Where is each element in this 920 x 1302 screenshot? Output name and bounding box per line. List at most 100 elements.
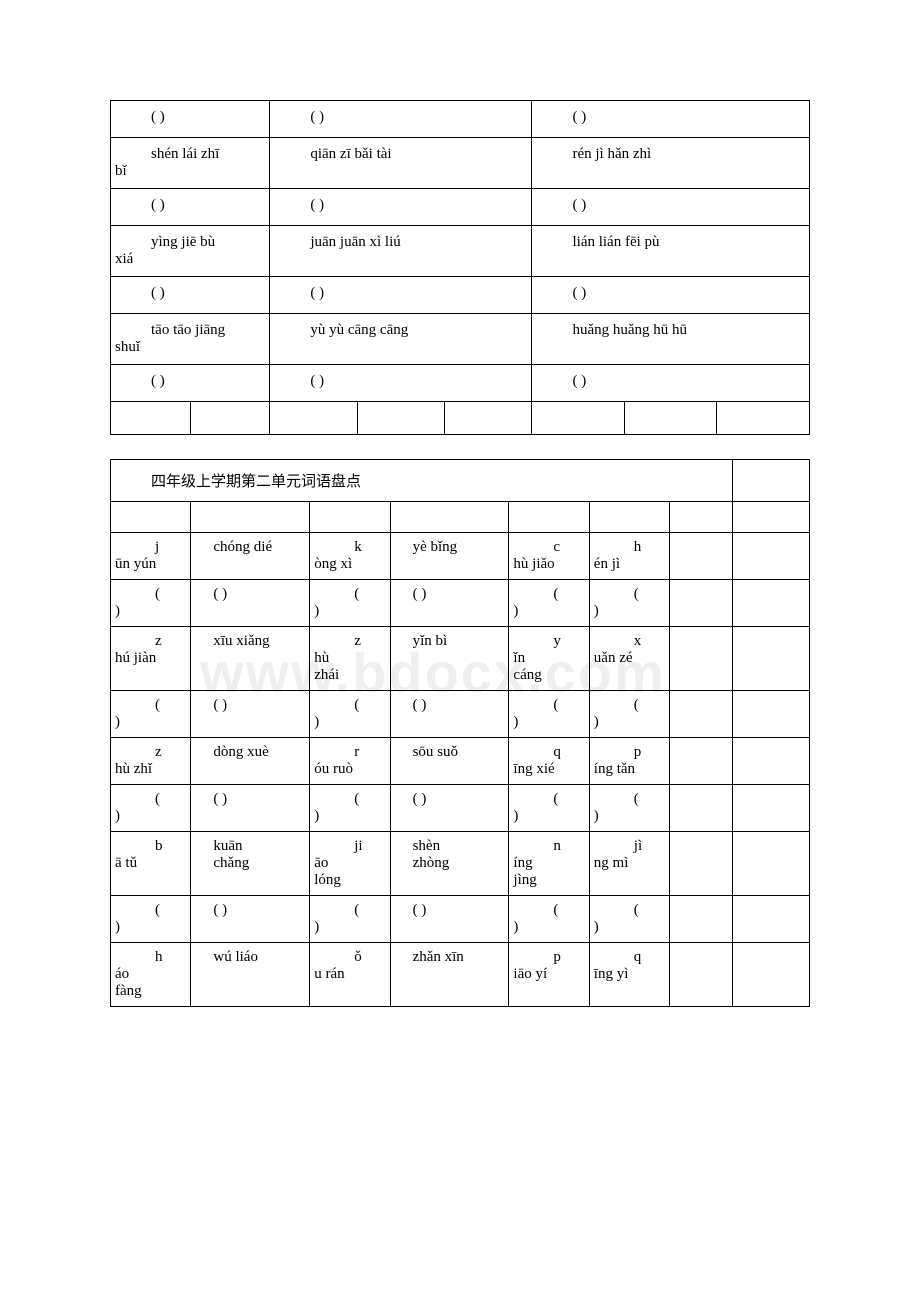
table-row: () ( ) () ( ) () () xyxy=(111,691,810,738)
empty-cell xyxy=(111,502,191,533)
pinyin-cell: shènzhòng xyxy=(390,832,509,896)
empty-cell xyxy=(111,402,191,435)
table-row: ( ) ( ) ( ) xyxy=(111,189,810,226)
pinyin-cell: hén jì xyxy=(589,533,669,580)
empty-cell xyxy=(670,502,733,533)
empty-cell xyxy=(670,627,733,691)
pinyin-cell: níngjìng xyxy=(509,832,589,896)
blank-cell: ( ) xyxy=(191,896,310,943)
table-row: ( ) ( ) ( ) xyxy=(111,365,810,402)
blank-cell: () xyxy=(589,896,669,943)
pinyin-cell: jìng mì xyxy=(589,832,669,896)
empty-cell xyxy=(733,785,810,832)
empty-cell xyxy=(532,402,624,435)
empty-cell xyxy=(733,896,810,943)
blank-cell: () xyxy=(509,580,589,627)
pinyin-cell: rén jì hǎn zhì xyxy=(532,138,810,189)
blank-cell: ( ) xyxy=(111,101,270,138)
blank-cell: ( ) xyxy=(390,691,509,738)
empty-cell xyxy=(624,402,716,435)
blank-cell: () xyxy=(310,580,390,627)
empty-cell xyxy=(733,502,810,533)
pinyin-cell: zhùzhái xyxy=(310,627,390,691)
blank-cell: ( ) xyxy=(111,365,270,402)
pinyin-cell: háofàng xyxy=(111,943,191,1007)
pinyin-cell: ǒu rán xyxy=(310,943,390,1007)
pinyin-cell: yǐncáng xyxy=(509,627,589,691)
blank-cell: ( ) xyxy=(191,691,310,738)
table-row: () ( ) () ( ) () () xyxy=(111,580,810,627)
pinyin-cell: chóng dié xyxy=(191,533,310,580)
pinyin-cell: kòng xì xyxy=(310,533,390,580)
blank-cell: ( ) xyxy=(270,189,532,226)
empty-cell xyxy=(191,502,310,533)
table-row: zhú jiàn xīu xiǎng zhùzhái yǐn bì yǐncán… xyxy=(111,627,810,691)
empty-cell xyxy=(670,580,733,627)
pinyin-cell: qīng yì xyxy=(589,943,669,1007)
empty-cell xyxy=(733,691,810,738)
blank-cell: () xyxy=(310,896,390,943)
vocab-table-2: 四年级上学期第二单元词语盘点 jūn yún chóng dié kòng xì… xyxy=(110,459,810,1007)
blank-cell: ( ) xyxy=(111,277,270,314)
table-row: zhù zhǐ dòng xuè róu ruò sōu suǒ qīng xi… xyxy=(111,738,810,785)
table-row: jūn yún chóng dié kòng xì yè bǐng chù ji… xyxy=(111,533,810,580)
blank-cell: () xyxy=(310,785,390,832)
pinyin-cell: dòng xuè xyxy=(191,738,310,785)
pinyin-cell: wú liáo xyxy=(191,943,310,1007)
blank-cell: ( ) xyxy=(191,580,310,627)
blank-cell: () xyxy=(111,691,191,738)
empty-cell xyxy=(670,896,733,943)
empty-cell xyxy=(717,402,810,435)
empty-cell xyxy=(733,943,810,1007)
pinyin-cell: juān juān xì liú xyxy=(270,226,532,277)
pinyin-cell: píng tǎn xyxy=(589,738,669,785)
vocab-table-1: ( ) ( ) ( ) shén lái zhībǐ qiān zī bǎi t… xyxy=(110,100,810,402)
blank-cell: () xyxy=(509,896,589,943)
table-row xyxy=(111,502,810,533)
blank-cell: ( ) xyxy=(270,277,532,314)
blank-cell: () xyxy=(509,691,589,738)
pinyin-cell: róu ruò xyxy=(310,738,390,785)
table-row: háofàng wú liáo ǒu rán zhǎn xīn piāo yí … xyxy=(111,943,810,1007)
empty-cell xyxy=(670,533,733,580)
empty-cell xyxy=(733,460,810,502)
table-row: shén lái zhībǐ qiān zī bǎi tài rén jì hǎ… xyxy=(111,138,810,189)
blank-cell: ( ) xyxy=(270,365,532,402)
pinyin-cell: zhú jiàn xyxy=(111,627,191,691)
empty-cell xyxy=(509,502,589,533)
table-row: tāo tāo jiāngshuǐ yù yù cāng cāng huǎng … xyxy=(111,314,810,365)
empty-cell xyxy=(390,502,509,533)
blank-cell: () xyxy=(111,896,191,943)
empty-cell xyxy=(670,691,733,738)
empty-cell xyxy=(270,402,357,435)
empty-cell xyxy=(310,502,390,533)
pinyin-cell: xuǎn zé xyxy=(589,627,669,691)
pinyin-cell: zhù zhǐ xyxy=(111,738,191,785)
table-row: yìng jiē bùxiá juān juān xì liú lián liá… xyxy=(111,226,810,277)
pinyin-cell: lián lián fēi pù xyxy=(532,226,810,277)
blank-cell: () xyxy=(111,785,191,832)
blank-cell: ( ) xyxy=(532,101,810,138)
blank-cell: () xyxy=(589,691,669,738)
blank-cell: ( ) xyxy=(532,277,810,314)
empty-cell xyxy=(670,943,733,1007)
pinyin-cell: sōu suǒ xyxy=(390,738,509,785)
pinyin-cell: xīu xiǎng xyxy=(191,627,310,691)
pinyin-cell: shén lái zhībǐ xyxy=(111,138,270,189)
pinyin-cell: qīng xié xyxy=(509,738,589,785)
pinyin-cell: yù yù cāng cāng xyxy=(270,314,532,365)
pinyin-cell: piāo yí xyxy=(509,943,589,1007)
empty-cell xyxy=(357,402,444,435)
table-row: ( ) ( ) ( ) xyxy=(111,101,810,138)
pinyin-cell: chù jiǎo xyxy=(509,533,589,580)
empty-cell xyxy=(670,785,733,832)
blank-cell: ( ) xyxy=(532,365,810,402)
blank-cell: () xyxy=(509,785,589,832)
table-row: () ( ) () ( ) () () xyxy=(111,896,810,943)
pinyin-cell: bā tǔ xyxy=(111,832,191,896)
empty-cell xyxy=(733,580,810,627)
blank-cell: ( ) xyxy=(111,189,270,226)
blank-cell: () xyxy=(589,785,669,832)
empty-cell xyxy=(733,832,810,896)
pinyin-cell: tāo tāo jiāngshuǐ xyxy=(111,314,270,365)
